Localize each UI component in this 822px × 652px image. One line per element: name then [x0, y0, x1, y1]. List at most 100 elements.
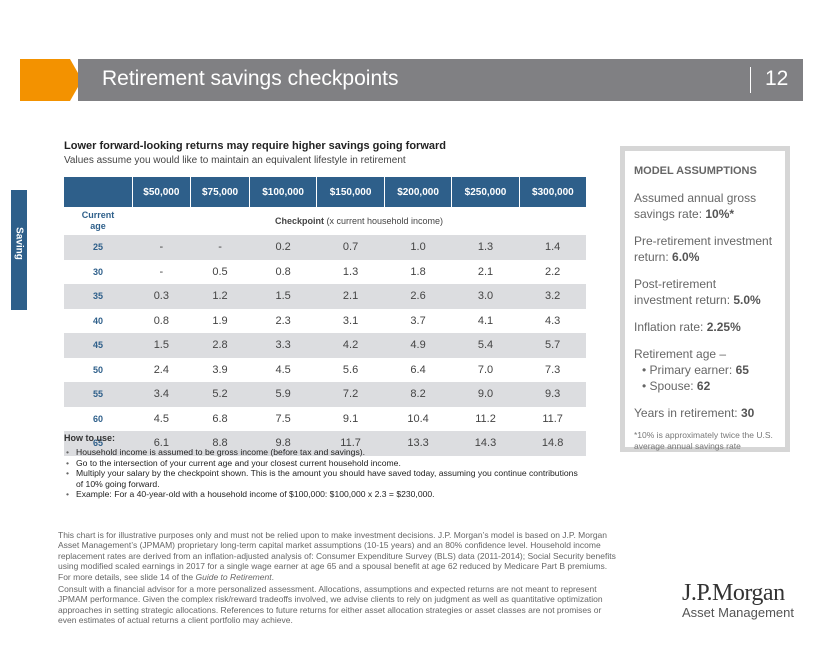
section-tab-label: Saving: [13, 227, 25, 260]
table-row: 60 4.5 6.8 7.5 9.1 10.4 11.2 11.7: [64, 407, 586, 432]
assumption-value: 2.25%: [706, 320, 741, 334]
table-row: 25- -0.2 0.7 1.0 1.3 1.4: [64, 235, 586, 260]
header-divider: [750, 67, 751, 93]
checkpoint-cell: 1.9: [212, 314, 228, 327]
table-row: 40 0.8 1.9 2.3 3.1 3.7 4.1 4.3: [64, 309, 586, 334]
checkpoint-cell: 2.4: [153, 363, 169, 376]
age-cell: 55: [64, 382, 132, 407]
logo-subline: Asset Management: [682, 605, 795, 620]
checkpoint-cell: 4.5: [275, 363, 291, 376]
table-row: 55 3.4 5.2 5.9 7.2 8.2 9.0 9.3: [64, 382, 586, 407]
checkpoint-cell: 5.6: [342, 363, 359, 376]
assumption-label: Pre-retirement investment return:: [634, 234, 773, 264]
checkpoint-cell: 11.2: [475, 412, 496, 425]
disclaimer-text: This chart is for illustrative purposes …: [58, 530, 616, 582]
checkpoint-cell: 9.1: [342, 412, 359, 425]
how-to-list: Household income is assumed to be gross …: [64, 447, 584, 500]
logo-wordmark: J.P.Morgan: [682, 580, 785, 606]
assumptions-footnote: *10% is approximately twice the U.S. ave…: [634, 430, 773, 451]
section-tab: Saving: [11, 190, 27, 310]
table-row: 50 2.4 3.9 4.5 5.6 6.4 7.0 7.3: [64, 358, 586, 383]
checkpoint-cell: 1.2: [190, 284, 250, 309]
checkpoint-cell: 4.2: [316, 333, 385, 358]
income-column-header: $75,000: [190, 177, 250, 207]
assumption-value: 65: [735, 363, 749, 377]
chart-heading: Lower forward-looking returns may requir…: [64, 140, 447, 152]
how-to-use: How to use: Household income is assumed …: [64, 433, 584, 500]
assumption-pre-retirement: Pre-retirement investment return: 6.0%: [634, 233, 776, 265]
assumption-years-in-retirement: Years in retirement: 30: [634, 405, 776, 421]
checkpoint-cell: 6.4: [410, 363, 426, 376]
assumption-label: Inflation rate:: [634, 320, 707, 334]
checkpoint-cell: -: [132, 235, 191, 260]
income-column-header: $250,000: [451, 177, 520, 207]
disclaimer-paragraph-2: Consult with a financial advisor for a m…: [58, 584, 603, 626]
checkpoint-cell: 3.3: [249, 333, 317, 358]
checkpoint-cell: 4.1: [477, 314, 494, 327]
spouse: • Spouse: 62: [642, 379, 711, 393]
checkpoint-cell: 3.1: [342, 314, 359, 327]
checkpoint-cell: 1.5: [132, 333, 191, 358]
how-to-item: Household income is assumed to be gross …: [64, 447, 584, 458]
age-cell: 25: [64, 235, 132, 260]
checkpoint-cell: 3.7: [410, 314, 426, 327]
checkpoint-cell: 2.6: [384, 284, 452, 309]
checkpoint-cell: 2.1: [477, 265, 494, 278]
checkpoint-cell: 10.4: [407, 412, 429, 425]
checkpoint-cell: 7.5: [275, 412, 291, 425]
checkpoint-header: Checkpoint (x current household income): [132, 207, 586, 235]
age-cell: 40: [92, 315, 103, 326]
income-column-header: $150,000: [316, 177, 385, 207]
checkpoint-cell: 7.2: [316, 382, 385, 407]
orange-chevron-icon: [20, 59, 82, 101]
model-assumptions-box: MODEL ASSUMPTIONS Assumed annual gross s…: [620, 146, 790, 452]
checkpoint-cell: 3.9: [212, 363, 228, 376]
checkpoint-cell: 0.8: [275, 265, 291, 278]
assumption-value: 6.0%: [672, 250, 700, 264]
checkpoint-cell: 1.5: [249, 284, 317, 309]
assumption-label: Retirement age –: [634, 347, 727, 361]
checkpoint-cell: 1.8: [410, 265, 426, 278]
page-number: 12: [765, 67, 789, 90]
chart-subheading: Values assume you would like to maintain…: [64, 155, 406, 166]
how-to-item: Go to the intersection of your current a…: [64, 458, 584, 469]
guide-title: Guide to Retirement: [195, 571, 272, 582]
assumption-savings-rate: Assumed annual gross savings rate: 10%*: [634, 190, 776, 222]
checkpoint-cell: 3.4: [132, 382, 191, 407]
assumption-label: Assumed annual gross savings rate:: [634, 191, 757, 221]
slide-header: Retirement savings checkpoints 12: [20, 59, 803, 101]
checkpoint-cell: 1.3: [342, 265, 359, 278]
checkpoint-cell: 9.3: [519, 382, 586, 407]
checkpoint-cell: -: [190, 235, 250, 260]
checkpoint-cell: 5.9: [249, 382, 317, 407]
assumption-label: Spouse:: [649, 379, 697, 393]
checkpoint-cell: 1.3: [451, 235, 520, 260]
assumption-value: 62: [696, 379, 711, 393]
checkpoint-cell: -: [159, 265, 164, 278]
age-header-line1: Current: [81, 210, 115, 220]
table-row: 35 0.3 1.2 1.5 2.1 2.6 3.0 3.2: [64, 284, 586, 309]
age-cell: 35: [64, 284, 132, 309]
checkpoint-cell: 1.0: [384, 235, 452, 260]
assumption-label: Years in retirement:: [634, 406, 741, 420]
checkpoint-cell: 1.4: [519, 235, 586, 260]
age-cell: 45: [64, 333, 132, 358]
checkpoint-cell: 7.0: [477, 363, 494, 376]
assumption-post-retirement: Post-retirement investment return: 5.0%: [634, 276, 776, 308]
assumption-retirement-age: Retirement age – • Primary earner: 65 • …: [634, 346, 776, 394]
checkpoint-cell: 8.2: [384, 382, 452, 407]
disclaimer: This chart is for illustrative purposes …: [58, 530, 618, 626]
checkpoint-cell: 6.8: [212, 412, 228, 425]
checkpoint-cell: 5.4: [451, 333, 520, 358]
income-column-header: $50,000: [131, 177, 191, 207]
table-row: 30 - 0.5 0.8 1.3 1.8 2.1 2.2: [64, 260, 586, 285]
income-column-header: $300,000: [518, 177, 586, 207]
table-row: 45 1.5 2.8 3.3 4.2 4.9 5.4 5.7: [64, 333, 586, 358]
age-header-line2: age: [90, 221, 106, 231]
header-corner: [64, 177, 132, 207]
assumption-value: 5.0%: [733, 293, 761, 307]
checkpoint-cell: 0.2: [249, 235, 317, 260]
assumption-inflation: Inflation rate: 2.25%: [634, 319, 776, 335]
checkpoint-cell: 2.1: [316, 284, 385, 309]
age-cell: 50: [92, 364, 103, 375]
